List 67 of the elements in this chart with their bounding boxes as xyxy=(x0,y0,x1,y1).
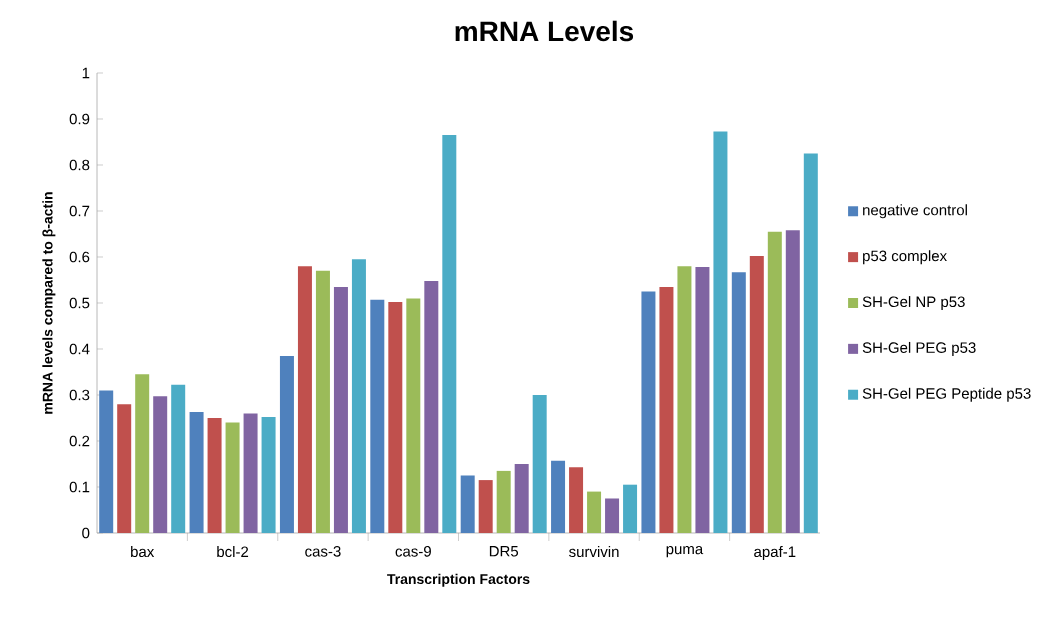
bar xyxy=(713,131,728,533)
bar xyxy=(351,259,366,533)
bar xyxy=(171,384,186,533)
bar xyxy=(225,422,240,533)
bar xyxy=(605,498,620,533)
legend-label: SH-Gel PEG Peptide p53 xyxy=(862,387,1031,402)
y-tick-label: 0 xyxy=(82,527,90,539)
legend-label: negative control xyxy=(863,204,967,219)
bar xyxy=(117,404,132,533)
bar xyxy=(532,394,547,533)
x-tick-label: cas-9 xyxy=(395,546,431,557)
bar xyxy=(442,135,457,533)
bar xyxy=(551,460,566,533)
y-tick-label: 0.1 xyxy=(69,481,90,493)
y-tick-label: 0.3 xyxy=(69,389,90,401)
bar xyxy=(333,286,348,533)
x-tick-label: survivin xyxy=(569,546,619,558)
bar xyxy=(496,470,511,533)
x-tick-label: DR5 xyxy=(489,546,519,557)
bar xyxy=(189,412,204,533)
bar xyxy=(478,480,493,533)
bar xyxy=(569,467,584,533)
legend-label: SH-Gel PEG p53 xyxy=(862,341,976,356)
x-tick-label: cas-3 xyxy=(305,546,341,557)
bar xyxy=(388,302,403,533)
bar xyxy=(803,153,818,533)
bar xyxy=(659,286,674,533)
bar xyxy=(785,230,800,533)
bar xyxy=(767,231,782,533)
y-tick-label: 0.9 xyxy=(69,113,90,125)
bar xyxy=(514,463,529,533)
y-tick-label: 0.2 xyxy=(69,435,90,447)
x-axis-title: Transcription Factors xyxy=(387,573,530,587)
x-tick-label: bcl-2 xyxy=(217,546,249,558)
y-tick-label: 1 xyxy=(82,67,90,79)
y-tick-label: 0.8 xyxy=(69,159,90,171)
bar xyxy=(623,484,638,533)
bar xyxy=(731,272,746,533)
bar xyxy=(243,413,258,533)
bar xyxy=(695,267,710,533)
legend-label: p53 complex xyxy=(863,250,947,265)
bar xyxy=(297,266,312,533)
bar xyxy=(406,298,421,533)
y-tick-label: 0.5 xyxy=(69,297,90,309)
x-tick-label: apaf-1 xyxy=(754,546,796,561)
y-tick-label: 0.7 xyxy=(69,205,90,217)
chart-title: mRNA Levels xyxy=(455,20,634,42)
legend-label: SH-Gel NP p53 xyxy=(862,296,965,311)
x-tick-label: puma xyxy=(666,546,704,558)
bar xyxy=(677,266,692,533)
bar xyxy=(587,491,602,533)
bar xyxy=(641,291,656,533)
bar xyxy=(135,374,150,533)
y-tick-label: 0.4 xyxy=(69,343,90,355)
x-tick-label: bax xyxy=(131,546,155,558)
bar xyxy=(460,475,475,533)
bar xyxy=(370,299,385,533)
bar xyxy=(261,417,276,533)
bar xyxy=(279,355,294,533)
bar xyxy=(153,396,168,533)
y-axis-title: mRNA levels compared to β-actin xyxy=(42,192,56,414)
bar xyxy=(749,256,764,533)
bar xyxy=(424,280,439,533)
y-tick-label: 0.6 xyxy=(69,251,90,263)
bar xyxy=(207,417,222,533)
bar xyxy=(99,390,114,533)
bar xyxy=(315,270,330,533)
